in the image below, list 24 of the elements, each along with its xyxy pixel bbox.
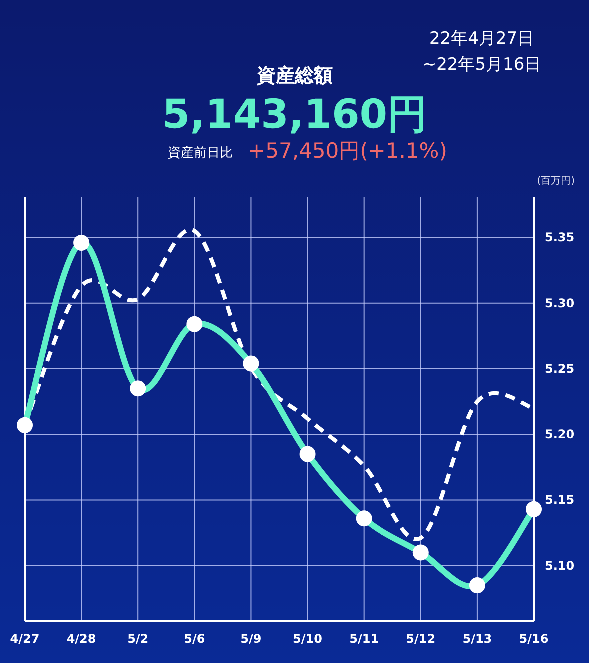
y-axis-title: (百万円) bbox=[537, 176, 576, 187]
text: 22年4月27日 bbox=[429, 29, 535, 49]
point bbox=[17, 417, 33, 434]
chart-title: 資産総額 bbox=[256, 65, 333, 87]
y-tick-label: 5.30 bbox=[545, 296, 575, 310]
x-tick-label: 5/10 bbox=[293, 632, 322, 646]
text: +57,450円(+1.1%) bbox=[248, 139, 448, 163]
x-tick-label: 5/13 bbox=[462, 632, 492, 646]
text: ~22年5月16日 bbox=[422, 55, 542, 75]
x-tick-label: 5/2 bbox=[128, 632, 149, 646]
x-tick-label: 5/12 bbox=[406, 632, 436, 646]
y-tick-label: 5.35 bbox=[545, 230, 575, 245]
x-tick-label: 5/6 bbox=[184, 632, 206, 646]
y-tick-label: 5.20 bbox=[545, 428, 575, 442]
chart-subtitle: 5,143,160円 bbox=[162, 92, 428, 138]
x-tick-label: 5/16 bbox=[519, 632, 549, 646]
x-tick-label: 4/28 bbox=[66, 632, 96, 646]
x-tick-label: 4/27 bbox=[10, 632, 40, 646]
x-tick-label: 5/11 bbox=[350, 632, 380, 646]
y-tick-label: 5.10 bbox=[545, 558, 575, 573]
y-tick-label: 5.15 bbox=[545, 493, 575, 508]
x-tick-label: 5/9 bbox=[240, 632, 262, 646]
text: 資産前日比 bbox=[168, 145, 233, 161]
y-tick-label: 5.25 bbox=[545, 362, 575, 376]
